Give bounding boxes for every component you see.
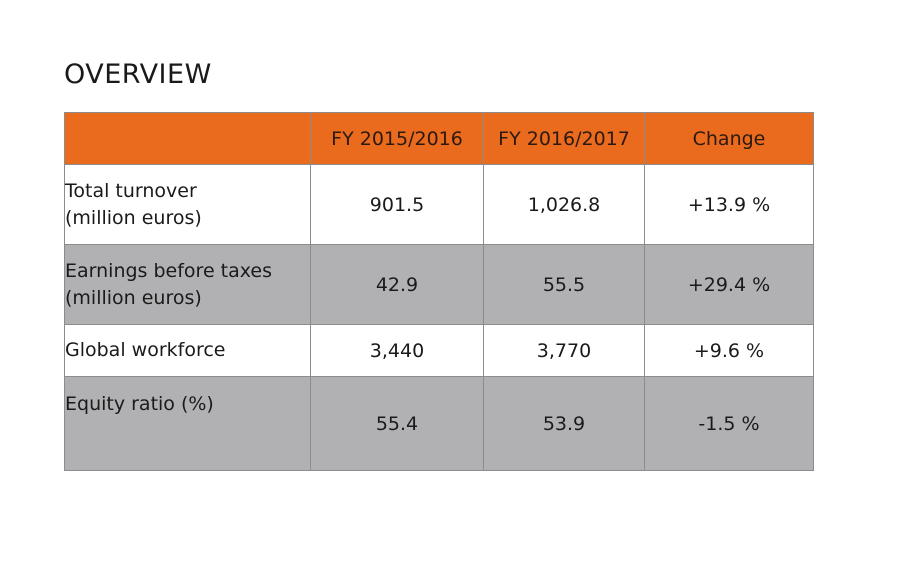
- cell-fy-2015-2016: 901.5: [310, 164, 484, 245]
- cell-fy-2016-2017: 3,770: [483, 324, 645, 377]
- cell-fy-2016-2017: 53.9: [483, 376, 645, 471]
- row-label-line: Global workforce: [65, 339, 226, 361]
- row-label-line: Total turnover: [65, 179, 197, 202]
- header-fy-2016-2017: FY 2016/2017: [483, 112, 645, 165]
- cell-change: -1.5 %: [644, 376, 814, 471]
- cell-fy-2016-2017: 1,026.8: [483, 164, 645, 245]
- row-label-line: Equity ratio (%): [65, 393, 214, 415]
- cell-fy-2015-2016: 42.9: [310, 244, 484, 325]
- table-header-row: FY 2015/2016 FY 2016/2017 Change: [64, 112, 814, 165]
- table-row-total-turnover: Total turnover (million euros) 901.5 1,0…: [64, 164, 814, 245]
- row-label-unit: (million euros): [65, 286, 202, 309]
- table-row-equity-ratio: Equity ratio (%) 55.4 53.9 -1.5 %: [64, 376, 814, 471]
- cell-fy-2015-2016: 3,440: [310, 324, 484, 377]
- overview-table: FY 2015/2016 FY 2016/2017 Change Total t…: [64, 112, 814, 471]
- cell-change: +29.4 %: [644, 244, 814, 325]
- row-label: Equity ratio (%): [64, 376, 311, 471]
- row-label: Total turnover (million euros): [64, 164, 311, 245]
- row-label: Earnings before taxes (million euros): [64, 244, 311, 325]
- cell-change: +9.6 %: [644, 324, 814, 377]
- page-title: OVERVIEW: [64, 59, 212, 90]
- cell-change: +13.9 %: [644, 164, 814, 245]
- cell-fy-2015-2016: 55.4: [310, 376, 484, 471]
- header-fy-2015-2016: FY 2015/2016: [310, 112, 484, 165]
- table-row-earnings-before-taxes: Earnings before taxes (million euros) 42…: [64, 244, 814, 325]
- header-cell-empty: [64, 112, 311, 165]
- table-row-global-workforce: Global workforce 3,440 3,770 +9.6 %: [64, 324, 814, 377]
- header-change: Change: [644, 112, 814, 165]
- cell-fy-2016-2017: 55.5: [483, 244, 645, 325]
- row-label: Global workforce: [64, 324, 311, 377]
- row-label-unit: (million euros): [65, 206, 202, 229]
- row-label-line: Earnings before taxes: [65, 259, 273, 282]
